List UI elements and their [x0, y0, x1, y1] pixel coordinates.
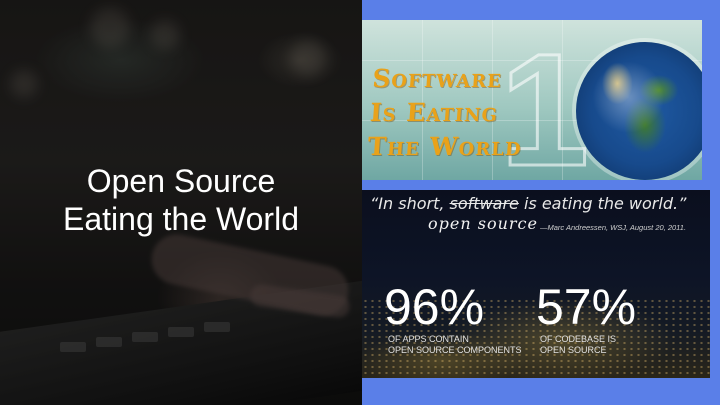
handwritten-correction: open source	[428, 214, 538, 233]
stat-value-apps: 96%	[384, 279, 485, 335]
bokeh-light	[10, 70, 38, 98]
software-headline-line: The World	[366, 132, 523, 161]
keyboard-key	[204, 322, 230, 332]
grid-line	[362, 60, 702, 61]
grid-line	[362, 120, 702, 121]
grid-line	[422, 20, 423, 180]
keyboard-key	[168, 327, 194, 337]
keyboard-key	[132, 332, 158, 342]
city-lights-texture	[362, 298, 710, 378]
dark-overlay	[0, 0, 362, 405]
keyboard-photo-panel: Open Source Eating the World	[0, 0, 362, 405]
globe-icon	[576, 42, 702, 180]
stat-caption-line: OPEN SOURCE	[540, 345, 607, 355]
software-headline-line: Is Eating	[369, 98, 500, 127]
quote-prefix: “In short,	[370, 194, 450, 213]
software-headline: Software Is Eating The World	[366, 62, 527, 164]
quote-attribution: —Marc Andreessen, WSJ, August 20, 2011.	[540, 223, 687, 232]
open-source-stats-image: “In short, software is eating the world.…	[362, 190, 710, 378]
bokeh-light	[150, 20, 180, 50]
slide-title: Open Source Eating the World	[0, 162, 362, 238]
stat-value-codebase: 57%	[536, 279, 637, 335]
slide-title-line-1: Open Source	[86, 163, 276, 199]
software-headline-line: Software	[371, 64, 504, 93]
software-eating-world-image: 1 Software Is Eating The World	[362, 20, 702, 180]
big-numeral-one-graphic: 1	[499, 20, 591, 180]
slide-title-line-2: Eating the World	[63, 201, 299, 237]
bokeh-light	[90, 8, 130, 48]
stat-caption-line: OF CODEBASE IS	[540, 334, 617, 344]
keyboard-key	[96, 337, 122, 347]
stat-caption-line: OPEN SOURCE COMPONENTS	[388, 345, 522, 355]
keyboard-key	[60, 342, 86, 352]
stat-caption-codebase: OF CODEBASE IS OPEN SOURCE	[540, 334, 616, 356]
quote-suffix: is eating the world.”	[518, 194, 687, 213]
stat-caption-apps: OF APPS CONTAIN OPEN SOURCE COMPONENTS	[388, 334, 522, 356]
grid-line	[562, 20, 563, 180]
stat-caption-line: OF APPS CONTAIN	[388, 334, 469, 344]
quote-struck-word: software	[449, 194, 519, 213]
grid-line	[492, 20, 493, 180]
bokeh-light	[290, 40, 326, 76]
andreessen-quote: “In short, software is eating the world.…	[370, 194, 686, 213]
